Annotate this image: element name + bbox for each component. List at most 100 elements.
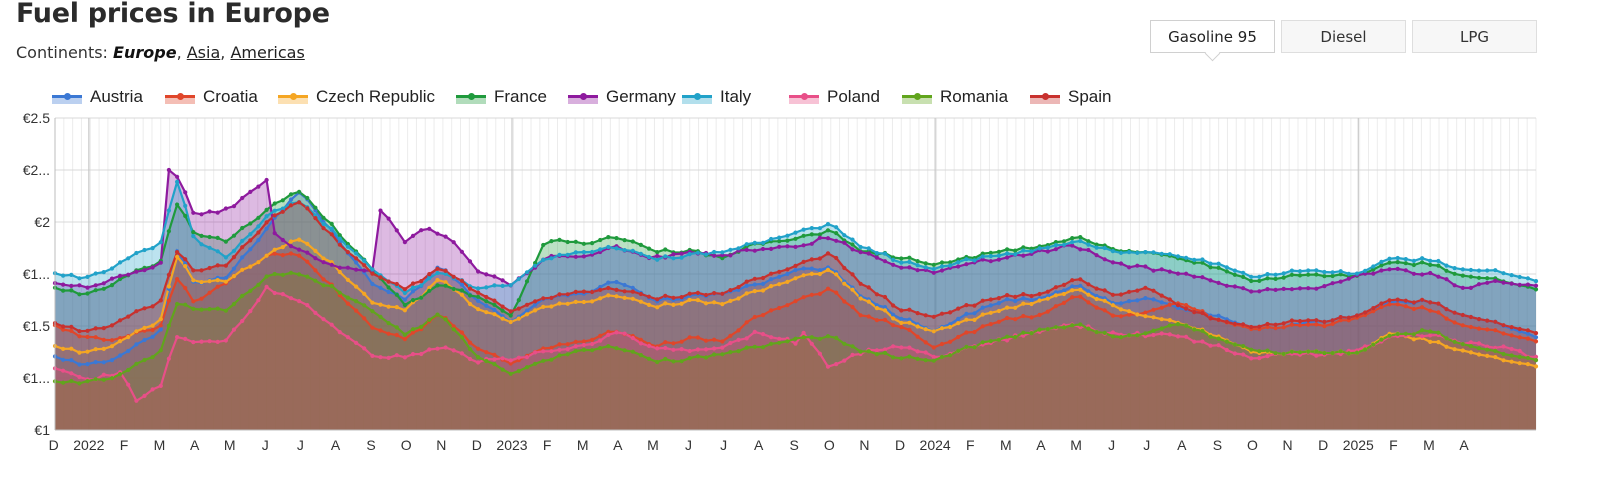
data-point[interactable] [1338,269,1343,274]
data-point[interactable] [1224,269,1229,274]
data-point[interactable] [1135,298,1140,303]
data-point[interactable] [939,326,945,331]
data-point[interactable] [1078,277,1083,282]
data-point[interactable] [386,304,391,309]
data-point[interactable] [118,260,123,265]
data-point[interactable] [769,284,774,289]
data-point[interactable] [419,351,424,357]
data-point[interactable] [728,350,733,355]
data-point[interactable] [988,254,993,259]
data-point[interactable] [459,351,464,356]
data-point[interactable] [752,344,757,349]
data-point[interactable] [158,317,163,322]
data-point[interactable] [956,306,961,311]
data-point[interactable] [1420,256,1425,261]
data-point[interactable] [573,289,578,294]
data-point[interactable] [948,339,953,344]
data-point[interactable] [1192,339,1197,344]
data-point[interactable] [1330,281,1335,286]
data-point[interactable] [590,337,595,342]
data-point[interactable] [866,299,871,304]
data-point[interactable] [1078,247,1083,252]
data-point[interactable] [1314,272,1319,277]
data-point[interactable] [419,295,424,300]
data-point[interactable] [801,233,806,238]
data-point[interactable] [1232,284,1237,289]
data-point[interactable] [199,233,204,238]
data-point[interactable] [565,347,570,352]
data-point[interactable] [484,358,489,364]
data-point[interactable] [1354,271,1360,276]
data-point[interactable] [882,305,888,310]
data-point[interactable] [646,343,652,348]
data-point[interactable] [1314,268,1319,273]
data-point[interactable] [614,246,619,251]
data-point[interactable] [1070,278,1075,283]
data-point[interactable] [1509,325,1514,330]
data-point[interactable] [1086,239,1091,244]
data-point[interactable] [1476,326,1482,331]
data-point[interactable] [321,226,326,231]
data-point[interactable] [858,349,863,354]
data-point[interactable] [264,177,269,183]
data-point[interactable] [166,284,171,289]
data-point[interactable] [915,268,920,273]
data-point[interactable] [939,264,945,269]
data-point[interactable] [443,317,448,322]
data-point[interactable] [410,289,416,294]
data-point[interactable] [207,290,212,295]
data-point[interactable] [1428,300,1433,305]
data-point[interactable] [240,238,245,243]
data-point[interactable] [1232,342,1237,347]
data-point[interactable] [1289,272,1294,277]
data-point[interactable] [1021,248,1026,253]
data-point[interactable] [752,314,757,320]
data-point[interactable] [891,344,896,349]
data-point[interactable] [345,244,350,249]
data-point[interactable] [166,167,171,173]
data-point[interactable] [402,302,407,308]
data-point[interactable] [126,367,131,373]
data-point[interactable] [1110,303,1115,308]
data-point[interactable] [256,238,261,243]
data-point[interactable] [248,221,253,226]
data-point[interactable] [1452,283,1457,288]
data-point[interactable] [1232,268,1237,273]
data-point[interactable] [980,254,985,259]
data-point[interactable] [1387,333,1392,338]
data-point[interactable] [695,335,701,340]
data-point[interactable] [459,282,464,287]
data-point[interactable] [1029,298,1034,303]
data-point[interactable] [663,340,668,345]
data-point[interactable] [1460,312,1465,318]
data-point[interactable] [825,251,831,256]
data-point[interactable] [410,233,416,238]
data-point[interactable] [801,227,806,232]
data-point[interactable] [272,201,277,206]
data-point[interactable] [1525,276,1530,281]
data-point[interactable] [1184,303,1189,308]
data-point[interactable] [655,253,660,259]
data-point[interactable] [1436,274,1441,279]
data-point[interactable] [679,255,684,260]
data-point[interactable] [785,279,790,284]
data-point[interactable] [1306,268,1311,273]
data-point[interactable] [646,356,652,361]
legend-item-italy[interactable]: Italy [682,86,751,108]
data-point[interactable] [703,347,709,352]
data-point[interactable] [720,253,725,258]
data-point[interactable] [1517,361,1522,366]
data-point[interactable] [1061,288,1067,293]
data-point[interactable] [646,302,652,307]
data-point[interactable] [614,330,619,335]
data-point[interactable] [1200,310,1205,316]
data-point[interactable] [101,286,106,291]
data-point[interactable] [264,284,269,289]
data-point[interactable] [980,340,985,345]
data-point[interactable] [842,341,847,346]
data-point[interactable] [744,320,749,325]
data-point[interactable] [1338,318,1343,323]
data-point[interactable] [1493,319,1498,324]
data-point[interactable] [1485,318,1490,323]
data-point[interactable] [435,346,440,351]
